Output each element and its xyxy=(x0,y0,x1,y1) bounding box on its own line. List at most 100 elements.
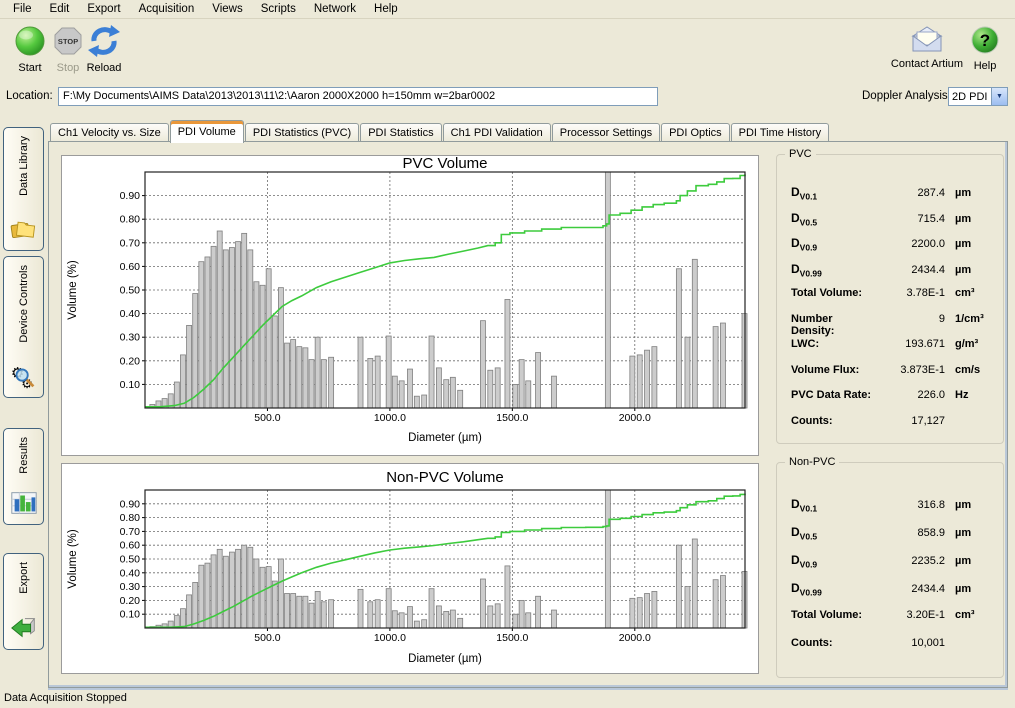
stat-unit: cm³ xyxy=(955,609,975,621)
stat-value: 3.78E-1 xyxy=(906,287,945,299)
tab-ch1-pdi-validation[interactable]: Ch1 PDI Validation xyxy=(442,123,551,142)
stat-label: DV0.9 xyxy=(791,236,818,253)
tab-pdi-optics[interactable]: PDI Optics xyxy=(661,123,730,142)
stat-value: 3.20E-1 xyxy=(906,609,945,621)
stat-row: Number Density: 9 1/cm³ xyxy=(791,313,993,339)
gears-icon: ⚙⚙ xyxy=(9,361,39,391)
non-pvc-stats-group: Non-PVC DV0.1 316.8 µm DV0.5 858.9 µm DV0.9 223… xyxy=(776,456,1004,678)
menu-item-scripts[interactable]: Scripts xyxy=(260,3,296,15)
svg-text:0.60: 0.60 xyxy=(120,540,141,552)
stat-row: DV0.5 858.9 µm xyxy=(791,525,993,553)
stat-row: PVC Data Rate: 226.0 Hz xyxy=(791,389,993,415)
svg-text:Diameter (µm): Diameter (µm) xyxy=(408,432,482,444)
svg-text:500.0: 500.0 xyxy=(254,632,280,644)
stop-button[interactable]: STOP Stop xyxy=(42,20,94,74)
menu-item-views[interactable]: Views xyxy=(212,3,243,15)
stat-value: 2434.4 xyxy=(911,263,945,276)
stat-label: DV0.9 xyxy=(791,553,818,570)
stat-value: 226.0 xyxy=(917,389,945,401)
stat-label: PVC Data Rate: xyxy=(791,389,872,401)
stat-label: Total Volume: xyxy=(791,287,863,299)
chevron-down-icon[interactable]: ▼ xyxy=(991,88,1007,105)
tab-pdi-volume[interactable]: PDI Volume xyxy=(169,120,244,143)
bar-chart-icon xyxy=(9,488,39,518)
help-button[interactable]: ? Help xyxy=(962,20,1008,72)
stat-value: 2200.0 xyxy=(911,238,945,250)
tab-pdi-statistics[interactable]: PDI Statistics xyxy=(360,123,442,142)
stat-label: DV0.99 xyxy=(791,581,822,598)
doppler-analysis-value: 2D PDI xyxy=(952,90,988,103)
svg-text:1500.0: 1500.0 xyxy=(496,632,528,644)
svg-text:⚙: ⚙ xyxy=(21,376,33,391)
stat-row: Volume Flux: 3.873E-1 cm/s xyxy=(791,364,993,390)
tab-pdi-time-history[interactable]: PDI Time History xyxy=(730,123,830,142)
stat-value: 3.873E-1 xyxy=(900,363,945,376)
stat-row: DV0.9 2200.0 µm xyxy=(791,236,993,262)
menu-item-edit[interactable]: Edit xyxy=(49,3,70,15)
stat-unit: g/m³ xyxy=(955,338,979,350)
menu-item-network[interactable]: Network xyxy=(313,3,357,15)
stat-value: 858.9 xyxy=(917,527,945,539)
sidebar-item-label: Results xyxy=(17,437,30,474)
stat-unit: µm xyxy=(955,555,972,567)
stat-value: 2434.4 xyxy=(911,583,945,595)
svg-text:0.40: 0.40 xyxy=(120,308,141,320)
stat-unit: µm xyxy=(955,212,972,225)
stop-icon: STOP xyxy=(42,24,94,61)
location-row: Location: F:\My Documents\AIMS Data\2013… xyxy=(0,86,1015,110)
pvc-stats-group: PVC DV0.1 287.4 µm DV0.5 715.4 µm DV0.9 2200.0 µ… xyxy=(776,148,1004,444)
svg-text:0.70: 0.70 xyxy=(120,526,141,538)
pvc-group-title: PVC xyxy=(785,148,816,160)
reload-label: Reload xyxy=(86,62,122,74)
svg-text:0.50: 0.50 xyxy=(120,285,141,297)
stat-label: DV0.5 xyxy=(791,210,818,227)
menu-item-file[interactable]: File xyxy=(13,3,32,15)
reload-button[interactable]: Reload xyxy=(78,20,130,74)
menu-item-help[interactable]: Help xyxy=(374,3,398,15)
sidebar-item-label: Export xyxy=(17,562,30,594)
stat-label: Counts: xyxy=(791,414,833,427)
location-label: Location: xyxy=(6,90,53,102)
sidebar-item-results[interactable]: Results xyxy=(3,428,44,525)
start-label: Start xyxy=(18,62,42,74)
stat-value: 193.671 xyxy=(905,338,945,350)
svg-text:0.80: 0.80 xyxy=(120,512,141,524)
svg-text:1000.0: 1000.0 xyxy=(374,632,406,644)
stat-label: Total Volume: xyxy=(791,609,863,621)
stat-row: DV0.1 287.4 µm xyxy=(791,185,993,211)
stat-row: DV0.99 2434.4 µm xyxy=(791,262,993,288)
svg-text:0.10: 0.10 xyxy=(120,609,141,621)
sidebar-item-export[interactable]: Export xyxy=(3,553,44,650)
svg-text:1500.0: 1500.0 xyxy=(496,412,528,424)
start-button[interactable]: Start xyxy=(4,20,56,74)
stat-unit: cm/s xyxy=(955,363,981,376)
menu-item-export[interactable]: Export xyxy=(87,3,121,15)
tab-pdi-statistics-pvc[interactable]: PDI Statistics (PVC) xyxy=(244,123,360,142)
menu-item-acquisition[interactable]: Acquisition xyxy=(138,3,195,15)
stat-value: 2235.2 xyxy=(911,555,945,567)
doppler-analysis-select[interactable]: 2D PDI ▼ xyxy=(948,87,1008,106)
stat-row: DV0.1 316.8 µm xyxy=(791,497,993,525)
stat-row: Counts: 10,001 xyxy=(791,637,993,665)
svg-text:Volume (%): Volume (%) xyxy=(67,529,79,589)
svg-text:Diameter (µm): Diameter (µm) xyxy=(408,653,482,665)
stat-unit: µm xyxy=(955,499,972,511)
svg-text:0.90: 0.90 xyxy=(120,498,141,510)
svg-text:0.50: 0.50 xyxy=(120,554,141,566)
stat-unit: µm xyxy=(955,263,972,276)
stat-value: 715.4 xyxy=(917,212,945,225)
export-arrow-icon xyxy=(9,613,39,643)
help-label: Help xyxy=(973,60,997,72)
svg-text:0.70: 0.70 xyxy=(120,237,141,249)
stat-unit: cm³ xyxy=(955,287,975,299)
svg-text:0.90: 0.90 xyxy=(120,190,141,202)
sidebar-item-data-library[interactable]: Data Library xyxy=(3,127,44,251)
tab-ch1-velocity-vs-size[interactable]: Ch1 Velocity vs. Size xyxy=(50,123,169,142)
stat-row: Total Volume: 3.20E-1 cm³ xyxy=(791,609,993,637)
sidebar-item-label: Device Controls xyxy=(17,265,30,343)
non-pvc-volume-chart: 0.10 0.20 0.30 0.40 0.50 0.60 0.70 0.80 0.90 500.… xyxy=(61,463,759,674)
contact-artium-button[interactable]: Contact Artium xyxy=(888,20,966,70)
sidebar-item-device-controls[interactable]: Device Controls ⚙⚙ xyxy=(3,256,44,398)
tab-processor-settings[interactable]: Processor Settings xyxy=(551,123,661,142)
location-field[interactable]: F:\My Documents\AIMS Data\2013\2013\11\2… xyxy=(58,87,658,106)
